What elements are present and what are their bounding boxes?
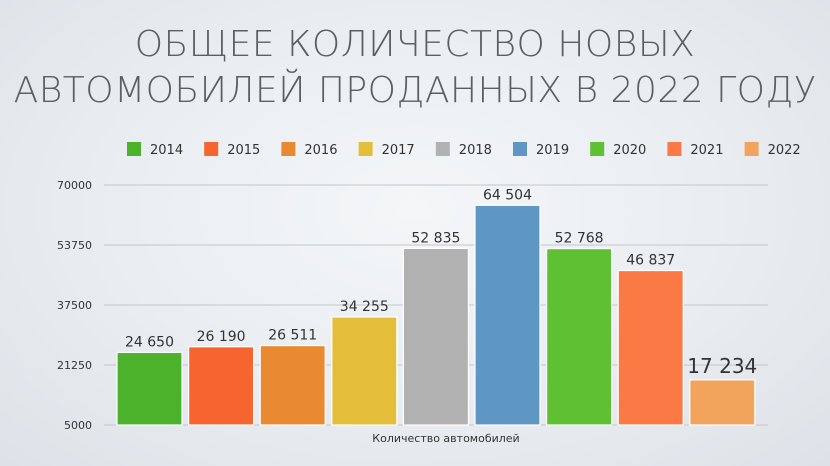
legend-swatch-2015 (204, 142, 219, 156)
bar-2020 (545, 248, 613, 426)
legend-label-2014: 2014 (150, 143, 183, 158)
legend-swatch-2016 (281, 142, 296, 156)
chart-title-line-2: АВТОМОБИЛЕЙ ПРОДАННЫХ В 2022 ГОДУ (13, 70, 817, 111)
bar-2014 (116, 351, 183, 426)
legend-label-2018: 2018 (459, 143, 492, 158)
bar-2015 (188, 346, 255, 426)
bar-2017 (331, 316, 398, 426)
data-label-2019: 64 504 (483, 187, 532, 203)
data-label-2020: 52 768 (555, 231, 604, 247)
legend-label-2020: 2020 (613, 143, 646, 158)
legend-swatch-2022 (744, 142, 759, 156)
y-tick-label: 53750 (57, 239, 92, 252)
bar-2019 (474, 204, 541, 426)
legend-swatch-2018 (435, 142, 450, 156)
legend-swatch-2019 (513, 142, 527, 156)
legend-swatch-2014 (127, 142, 141, 156)
data-label-2022: 17 234 (687, 354, 757, 378)
bar-2022 (689, 379, 756, 426)
y-tick-label: 37500 (57, 299, 92, 312)
chart-title-line-1: ОБЩЕЕ КОЛИЧЕСТВО НОВЫХ (134, 24, 696, 65)
legend-swatch-2017 (358, 142, 373, 156)
data-label-2014: 24 650 (125, 334, 174, 350)
legend-label-2019: 2019 (536, 143, 569, 158)
bar-2016 (259, 344, 326, 426)
data-label-2018: 52 835 (411, 230, 460, 246)
x-axis-title: Количество автомобилей (372, 432, 519, 445)
legend-label-2015: 2015 (227, 143, 260, 158)
data-label-2021: 46 837 (626, 253, 675, 269)
y-tick-label: 21250 (57, 359, 92, 372)
legend-label-2016: 2016 (304, 143, 337, 158)
legend-label-2021: 2021 (690, 143, 723, 158)
bar-2018 (402, 247, 469, 426)
data-label-2017: 34 255 (340, 299, 389, 315)
legend-label-2022: 2022 (768, 143, 801, 158)
legend-swatch-2021 (667, 142, 682, 156)
y-tick-label: 5000 (64, 419, 92, 432)
y-tick-label: 70000 (57, 179, 92, 192)
bar-2021 (617, 269, 684, 426)
data-label-2015: 26 190 (197, 329, 246, 345)
legend-label-2017: 2017 (382, 143, 415, 158)
data-label-2016: 26 511 (268, 328, 317, 344)
legend-swatch-2020 (590, 142, 605, 156)
